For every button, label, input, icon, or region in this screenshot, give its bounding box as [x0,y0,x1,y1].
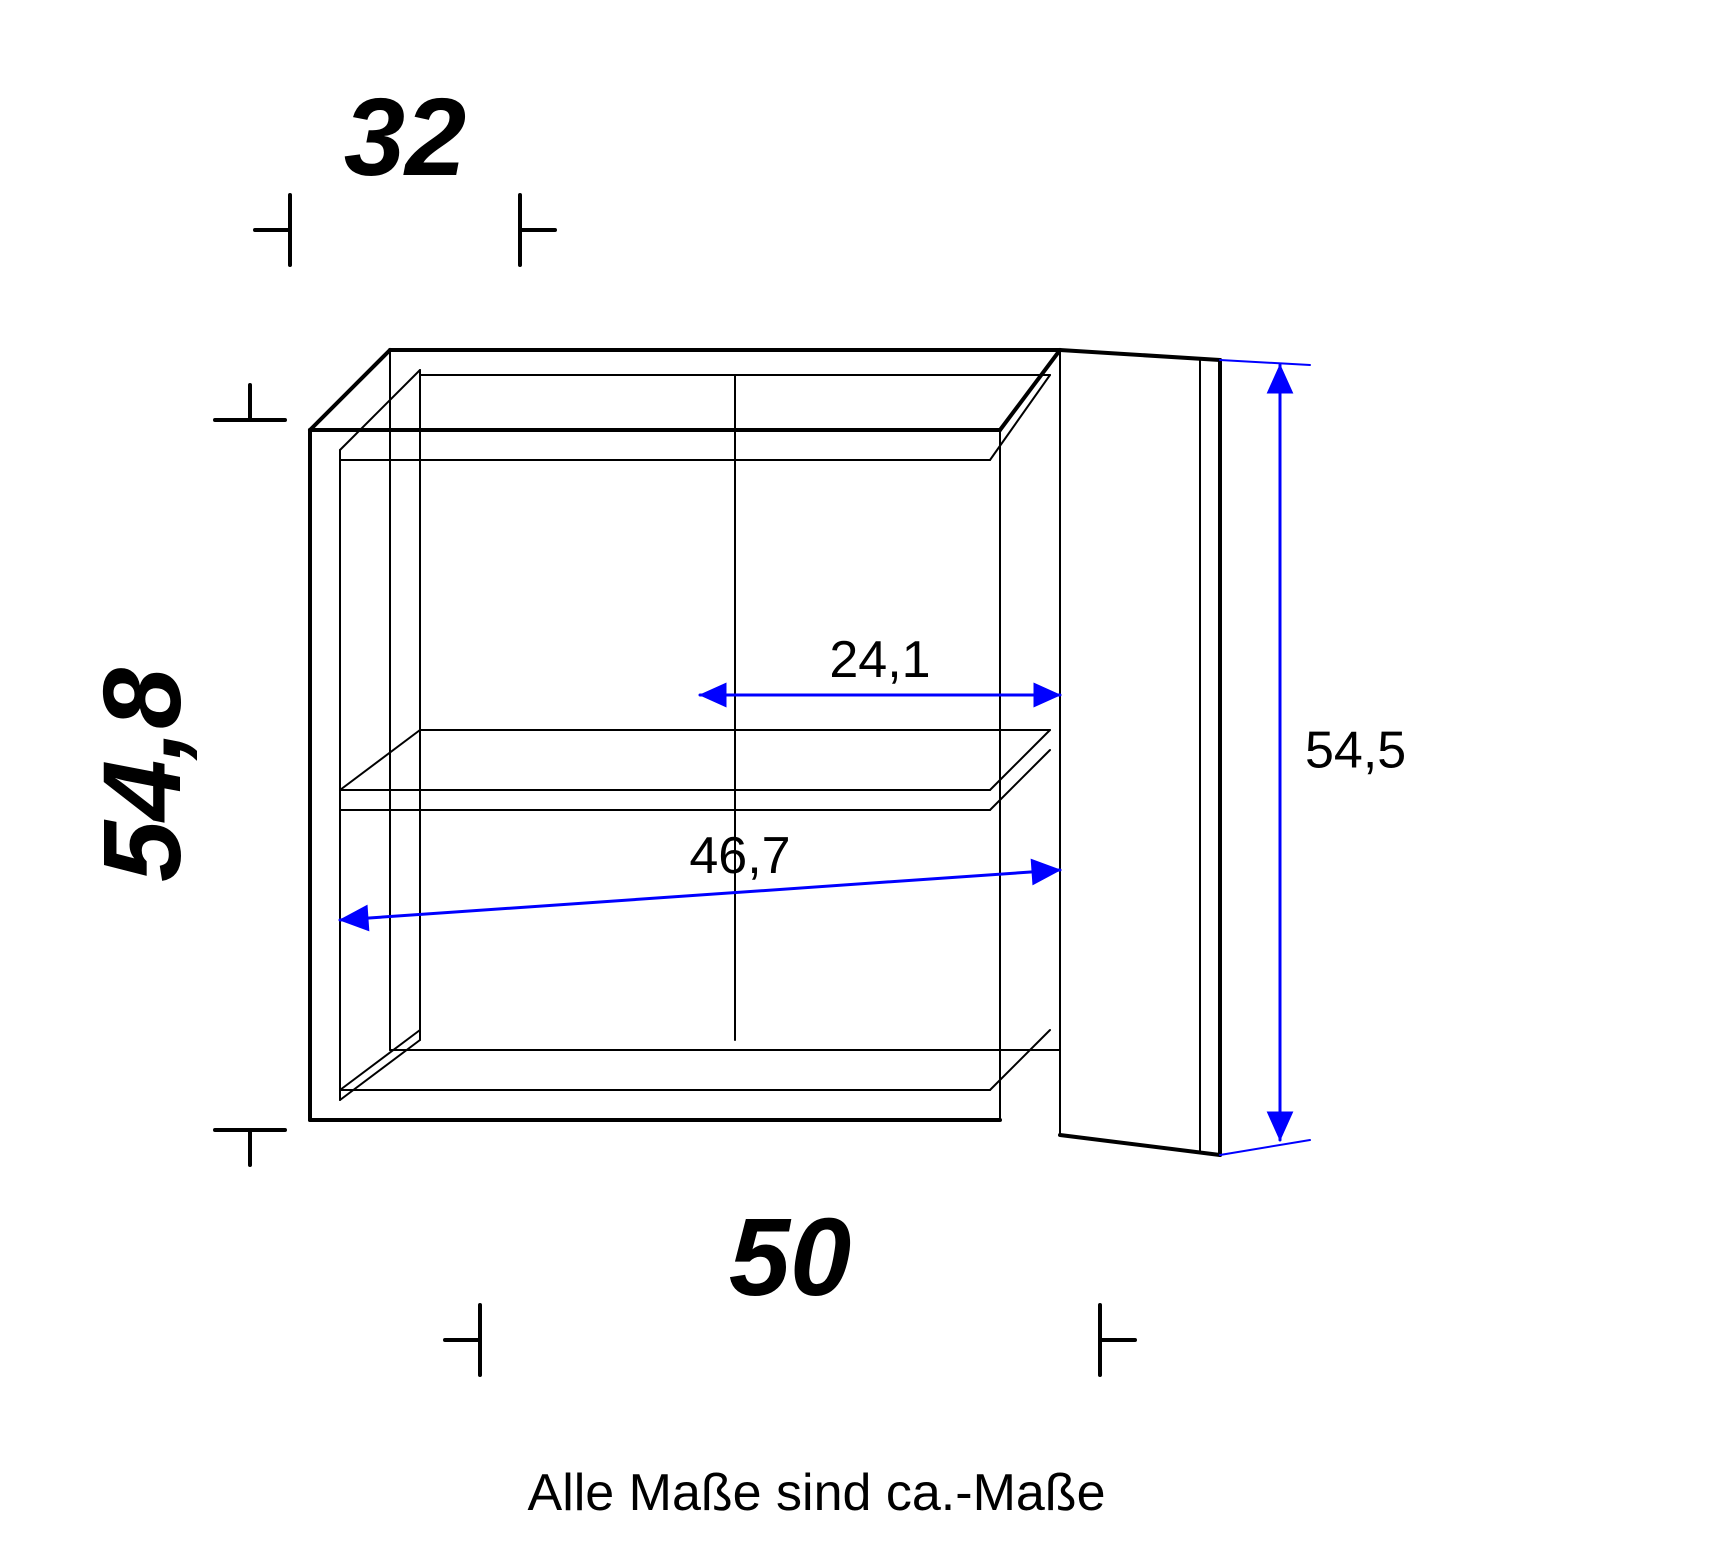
dim-width: 50 [729,1196,851,1319]
dim-inner-width: 46,7 [689,827,790,885]
dim-depth: 32 [344,76,466,199]
dim-height: 54,8 [81,667,204,882]
dim-door-height: 54,5 [1305,722,1406,780]
caption: Alle Maße sind ca.-Maße [528,1464,1106,1522]
dim-shelf-depth: 24,1 [829,631,930,689]
